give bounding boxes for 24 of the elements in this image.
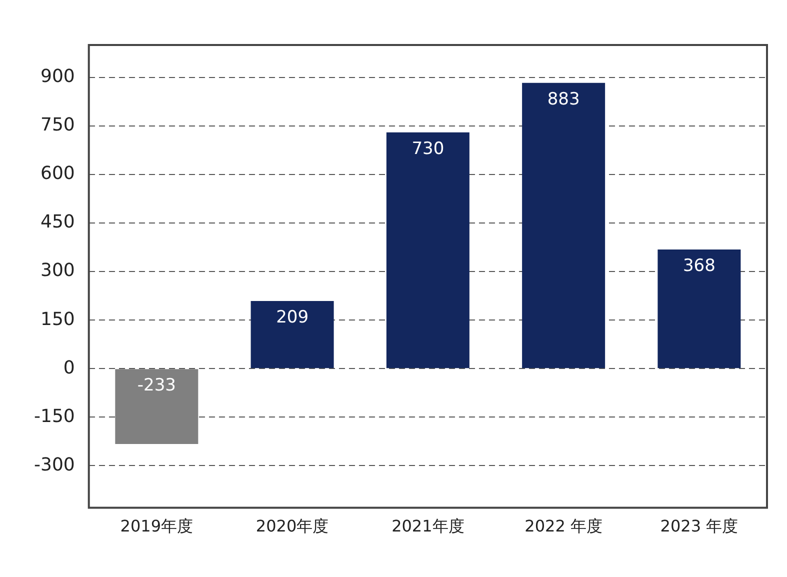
data-label: 730 [412, 138, 444, 159]
bar [115, 369, 198, 444]
data-label: 368 [682, 256, 716, 276]
x-tick-label: 2019年度 [120, 516, 194, 536]
bar [250, 300, 334, 368]
y-tick-label: 900 [40, 66, 75, 88]
y-tick-label: -300 [34, 454, 75, 476]
bar [522, 82, 606, 368]
data-label: 883 [547, 89, 580, 110]
y-tick-label: 300 [40, 260, 75, 282]
y-tick-label: -150 [34, 406, 75, 427]
x-tick-label: 2020年度 [256, 516, 329, 536]
bar [386, 132, 470, 368]
data-label: 209 [276, 307, 309, 328]
y-tick-label: 600 [40, 163, 75, 184]
y-tick-label: 150 [40, 308, 75, 330]
x-tick-label: 2021年度 [392, 516, 464, 536]
x-tick-label: 2023 年度 [660, 516, 738, 536]
x-tick-label: 2022 年度 [524, 516, 602, 536]
bar [658, 250, 741, 368]
data-label: -233 [137, 376, 176, 396]
y-tick-label: 0 [63, 357, 75, 378]
y-tick-label: 750 [40, 114, 75, 136]
y-tick-label: 450 [40, 212, 75, 233]
